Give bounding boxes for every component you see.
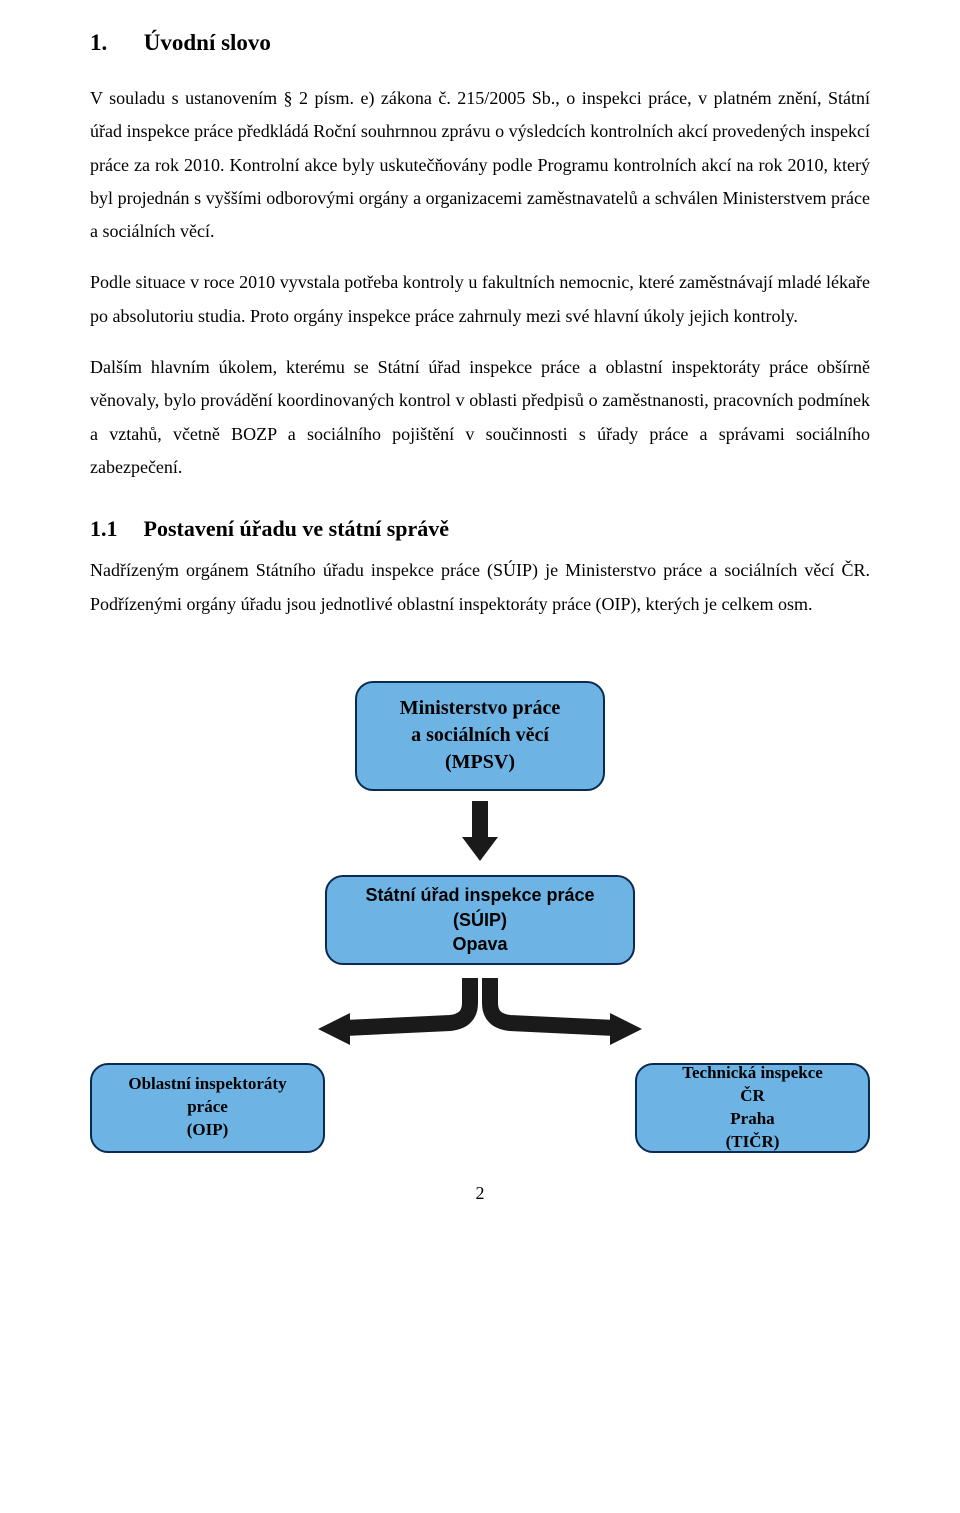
- org-chart: Ministerstvo práce a sociálních věcí (MP…: [90, 681, 870, 1153]
- org-right-line1: Technická inspekce: [682, 1063, 823, 1082]
- org-top-line3: (MPSV): [445, 751, 515, 773]
- org-box-top: Ministerstvo práce a sociálních věcí (MP…: [355, 681, 605, 791]
- arrow-down-icon: [462, 801, 498, 861]
- org-right-line2: ČR: [740, 1086, 765, 1105]
- subsection-title-text: Postavení úřadu ve státní správě: [144, 516, 450, 541]
- section-title-text: Úvodní slovo: [144, 30, 271, 55]
- org-box-left: Oblastní inspektoráty práce (OIP): [90, 1063, 325, 1153]
- org-mid-line3: Opava: [452, 934, 507, 954]
- org-right-line4: (TIČR): [726, 1132, 780, 1151]
- org-top-line1: Ministerstvo práce: [400, 697, 561, 719]
- org-mid-line2: (SÚIP): [453, 910, 507, 930]
- org-box-mid-text: Státní úřad inspekce práce (SÚIP) Opava: [365, 883, 594, 956]
- section-number: 1.: [90, 30, 138, 56]
- org-box-left-text: Oblastní inspektoráty práce (OIP): [128, 1073, 286, 1142]
- subsection-number: 1.1: [90, 516, 138, 542]
- org-top-line2: a sociálních věcí: [411, 724, 549, 746]
- org-right-line3: Praha: [730, 1109, 774, 1128]
- page-number: 2: [90, 1183, 870, 1204]
- section-heading: 1. Úvodní slovo: [90, 30, 870, 56]
- org-left-line1: Oblastní inspektoráty: [128, 1074, 286, 1093]
- org-box-right-text: Technická inspekce ČR Praha (TIČR): [682, 1062, 823, 1154]
- org-left-line3: (OIP): [187, 1120, 229, 1139]
- org-box-right: Technická inspekce ČR Praha (TIČR): [635, 1063, 870, 1153]
- subsection-heading: 1.1 Postavení úřadu ve státní správě: [90, 516, 870, 542]
- branch-arrows-icon: [200, 973, 760, 1053]
- paragraph-1: V souladu s ustanovením § 2 písm. e) zák…: [90, 82, 870, 248]
- org-leaf-row: Oblastní inspektoráty práce (OIP) Techni…: [90, 1063, 870, 1153]
- paragraph-2: Podle situace v roce 2010 vyvstala potře…: [90, 266, 870, 333]
- org-left-line2: práce: [187, 1097, 228, 1116]
- subsection-body: Nadřízeným orgánem Státního úřadu inspek…: [90, 554, 870, 621]
- paragraph-3: Dalším hlavním úkolem, kterému se Státní…: [90, 351, 870, 484]
- branch-arrows: [200, 973, 760, 1053]
- org-mid-line1: Státní úřad inspekce práce: [365, 885, 594, 905]
- org-box-mid: Státní úřad inspekce práce (SÚIP) Opava: [325, 875, 635, 965]
- org-box-top-text: Ministerstvo práce a sociálních věcí (MP…: [400, 695, 561, 776]
